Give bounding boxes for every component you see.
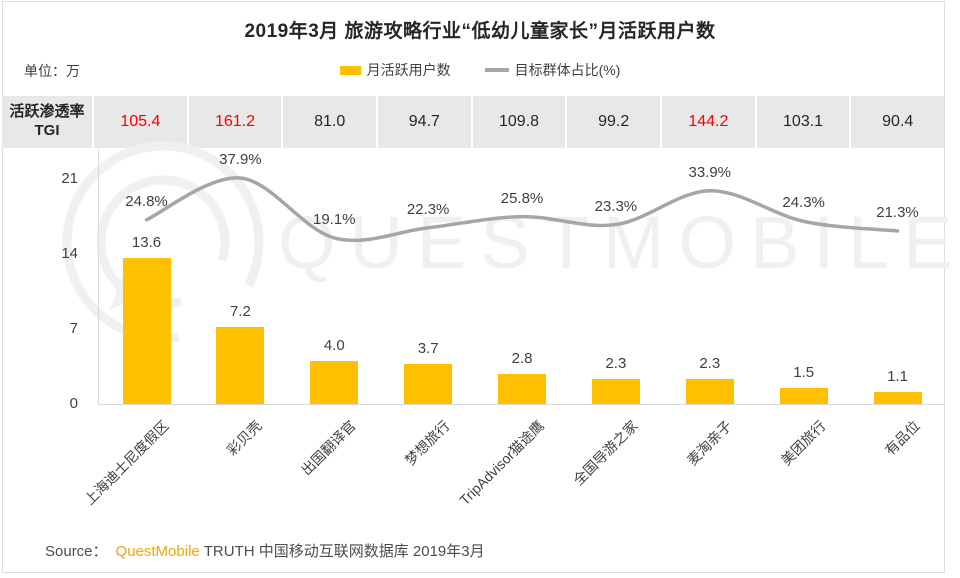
bar: [591, 379, 640, 404]
bar-value-label: 1.5: [793, 363, 815, 381]
bar: [779, 387, 828, 404]
category-label: 彩贝壳: [224, 417, 266, 459]
bar-value-label: 2.3: [699, 355, 721, 373]
tgi-value-cell: 144.2: [662, 96, 755, 148]
y-axis-line: [98, 150, 99, 404]
category-label: 全国导游之家: [569, 417, 641, 489]
bar: [498, 374, 546, 404]
category-label: 上海迪士尼度假区: [80, 417, 172, 508]
bar: [404, 364, 453, 404]
line-value-label: 23.3%: [594, 197, 638, 215]
bar-value-label: 2.3: [605, 355, 627, 373]
tgi-row-header-line2: TGI: [34, 122, 60, 139]
bar: [216, 326, 265, 404]
category-label: TripAdvisor猫途鹰: [456, 417, 547, 509]
bar: [873, 392, 922, 404]
unit-label: 单位：万: [24, 63, 80, 79]
tgi-value-cell: 94.7: [378, 96, 471, 148]
bar: [310, 361, 359, 404]
category-label: 麦淘亲子: [683, 417, 735, 469]
tgi-table-row: 活跃渗透率 TGI 105.4 161.2 81.0 94.7 109.8 99.2 144…: [2, 96, 945, 148]
y-axis-tick-label: 21: [61, 170, 78, 187]
tgi-value-cell: 103.1: [756, 96, 850, 148]
y-axis-tick-label: 14: [61, 245, 78, 262]
tgi-row-header: 活跃渗透率 TGI: [2, 96, 92, 148]
source-suffix: TRUTH 中国移动互联网数据库 2019年3月: [203, 543, 485, 560]
line-value-label: 24.8%: [125, 192, 168, 210]
line-value-label: 33.9%: [688, 163, 732, 181]
chart-legend: 月活跃用户数 目标群体占比(%): [0, 60, 960, 80]
tgi-value-cell: 105.4: [94, 96, 187, 148]
x-axis-line: [98, 404, 944, 405]
line-value-label: 37.9%: [219, 150, 262, 168]
tgi-value-cell: 161.2: [188, 96, 282, 148]
line-value-label: 19.1%: [312, 210, 356, 228]
tgi-value-cell: 90.4: [851, 96, 945, 148]
category-label: 美团旅行: [777, 417, 829, 469]
bar-swatch-icon: [339, 65, 361, 75]
bar-value-label: 2.8: [511, 350, 533, 367]
line-value-label: 22.3%: [406, 200, 450, 218]
bar-value-label: 3.7: [417, 340, 439, 358]
source-note: Source： QuestMobile TRUTH 中国移动互联网数据库 2019年…: [45, 540, 485, 561]
source-brand: QuestMobile: [115, 543, 200, 560]
y-axis-tick-label: 0: [69, 395, 78, 412]
bar: [685, 379, 734, 404]
tgi-value-cell: 99.2: [567, 96, 661, 148]
bar-value-label: 7.2: [229, 302, 251, 320]
source-prefix: Source：: [45, 543, 108, 560]
category-label: 梦想旅行: [401, 417, 453, 469]
legend-line-label: 目标群体占比(%): [514, 62, 621, 78]
watermark-text: QUESTMOBILE: [278, 201, 960, 284]
line-value-label: 25.8%: [500, 189, 544, 207]
category-label: 有品位: [881, 417, 923, 459]
y-axis-tick-label: 7: [69, 320, 78, 337]
bar-value-label: 4.0: [323, 337, 345, 355]
tgi-value-cell: 109.8: [472, 96, 566, 148]
legend-item-bar: 月活跃用户数: [339, 60, 451, 80]
line-value-label: 24.3%: [782, 194, 825, 212]
line-value-label: 21.3%: [876, 203, 919, 221]
bar-value-label: 13.6: [131, 234, 162, 252]
tgi-row-header-line1: 活跃渗透率: [9, 103, 85, 121]
chart-title: 2019年3月 旅游攻略行业“低幼儿童家长”月活跃用户数: [244, 21, 716, 42]
bar-value-label: 1.1: [887, 368, 908, 386]
line-swatch-icon: [484, 68, 509, 72]
bar: [122, 258, 171, 404]
category-label: 出国翻译官: [298, 417, 359, 479]
tgi-value-cell: 81.0: [283, 96, 377, 148]
legend-bar-label: 月活跃用户数: [366, 62, 451, 78]
legend-item-line: 目标群体占比(%): [484, 60, 621, 80]
